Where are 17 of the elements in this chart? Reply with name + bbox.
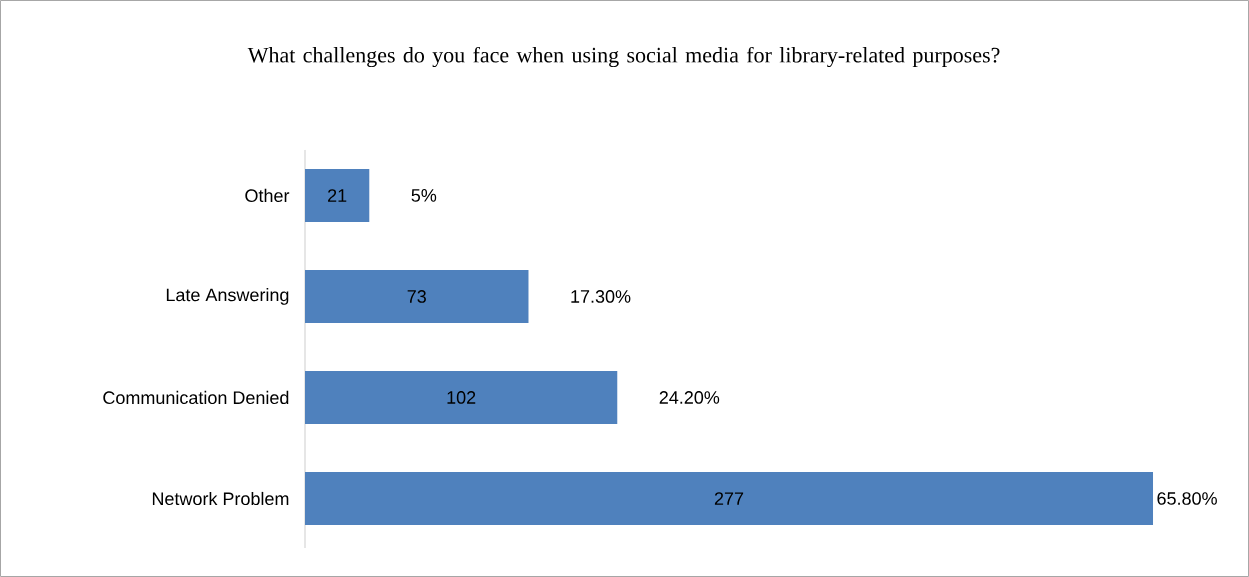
y-tick-label: Communication Denied bbox=[103, 390, 289, 405]
bar bbox=[305, 472, 1154, 525]
annotation: 24.20% bbox=[659, 391, 720, 404]
y-tick-label: Network Problem bbox=[152, 491, 289, 506]
bar bbox=[305, 269, 529, 323]
y-tick-label: Other bbox=[245, 188, 290, 203]
data-label: 21 bbox=[328, 189, 347, 202]
data-label: 73 bbox=[407, 290, 426, 303]
annotation: 5% bbox=[411, 189, 437, 202]
data-label: 102 bbox=[447, 391, 476, 404]
bar bbox=[305, 370, 618, 424]
bar bbox=[305, 168, 370, 222]
annotation: 65.80% bbox=[1157, 492, 1217, 505]
data-label: 277 bbox=[714, 492, 744, 505]
y-tick-label: Late Answering bbox=[166, 288, 289, 305]
annotation: 17.30% bbox=[571, 290, 631, 303]
chart-title: What challenges do you face when using social media for library-related purposes? bbox=[247, 46, 1000, 68]
